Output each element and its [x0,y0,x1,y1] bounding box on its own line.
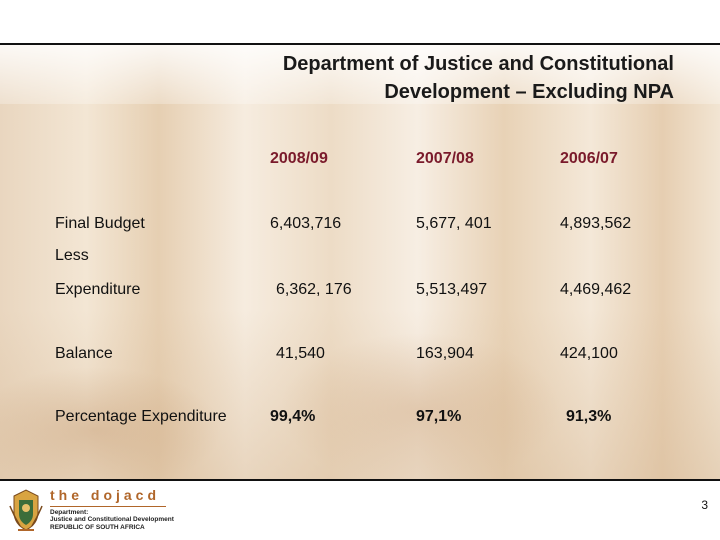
row-label-final-budget: Final Budget [55,215,145,232]
dept-line-1: Department: [50,509,89,516]
column-header-2008: 2008/09 [270,150,328,167]
title-line-2: Development – Excluding NPA [384,81,674,103]
cell-percentage-2007: 97,1% [416,408,462,425]
page-number: 3 [701,498,708,512]
row-label-percentage-expenditure: Percentage Expenditure [55,408,227,425]
top-rule [0,43,720,45]
column-header-2007: 2007/08 [416,150,474,167]
cell-balance-2006: 424,100 [560,345,618,362]
column-header-2006: 2006/07 [560,150,618,167]
department-text: Department: Justice and Constitutional D… [50,509,174,531]
row-label-balance: Balance [55,345,113,362]
row-label-expenditure: Expenditure [55,281,141,298]
brand-underline [50,506,166,507]
coat-of-arms-icon [9,489,43,531]
dept-line-3: REPUBLIC OF SOUTH AFRICA [50,523,145,531]
cell-final-budget-2008: 6,403,716 [270,215,342,232]
bottom-rule [0,479,720,481]
slide-title: Department of Justice and Constitutional… [154,50,674,106]
cell-balance-2007: 163,904 [416,345,474,362]
title-line-1: Department of Justice and Constitutional [282,53,674,75]
pillar-background [0,44,720,480]
brand-text: the dojacd [50,487,161,503]
row-label-less: Less [55,247,89,264]
cell-percentage-2008: 99,4% [270,408,316,425]
cell-percentage-2006: 91,3% [566,408,612,425]
cell-expenditure-2006: 4,469,462 [560,281,632,298]
cell-balance-2008: 41,540 [276,345,325,362]
cell-expenditure-2008: 6,362, 176 [276,281,352,298]
dept-line-2: Justice and Constitutional Development [50,516,174,524]
cell-expenditure-2007: 5,513,497 [416,281,488,298]
cell-final-budget-2006: 4,893,562 [560,215,632,232]
dojcd-logo: the dojacd Department: Justice and Const… [8,486,188,534]
cell-final-budget-2007: 5,677, 401 [416,215,492,232]
